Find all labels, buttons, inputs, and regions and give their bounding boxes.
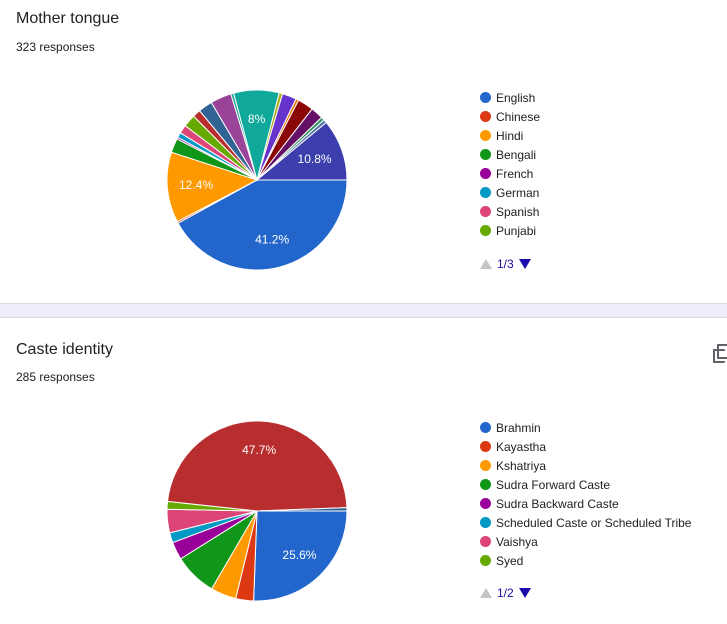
legend-swatch: [480, 111, 491, 122]
legend-swatch: [480, 422, 491, 433]
legend-item: Chinese: [480, 107, 540, 126]
slice-label: 10.8%: [298, 152, 332, 166]
legend-label: Punjabi: [496, 223, 537, 238]
question-card-caste-identity: Caste identity 285 responses Brahmin Kaya…: [0, 318, 727, 624]
legend-item: Kayastha: [480, 437, 691, 456]
legend-label: Hindi: [496, 128, 524, 143]
legend-swatch: [480, 555, 491, 566]
legend-label: Syed: [496, 553, 524, 568]
legend-label: Sudra Backward Caste: [496, 496, 619, 511]
legend-item: Punjabi: [480, 221, 540, 240]
legend-swatch: [480, 441, 491, 452]
legend-label: Chinese: [496, 109, 541, 124]
legend-item: Sudra Forward Caste: [480, 475, 691, 494]
legend-label: Sudra Forward Caste: [496, 477, 611, 492]
slice-label: 47.7%: [242, 443, 276, 457]
legend-item: Kshatriya: [480, 456, 691, 475]
legend-pager: 1/2: [480, 586, 531, 600]
legend-swatch: [480, 460, 491, 471]
slice-label: 25.6%: [282, 548, 316, 562]
pie-slice[interactable]: [256, 507, 348, 512]
legend-item: Syed: [480, 551, 691, 570]
legend-swatch: [480, 149, 491, 160]
legend-swatch: [480, 206, 491, 217]
legend-swatch: [480, 479, 491, 490]
legend-label: Spanish: [496, 204, 540, 219]
pie-slice[interactable]: [253, 510, 348, 602]
pie-chart-caste-identity: 25.6% 47.7%: [166, 420, 348, 602]
section-divider: [0, 303, 727, 318]
question-title: Caste identity: [16, 341, 113, 358]
pie-slice[interactable]: [166, 151, 259, 223]
legend-item: English: [480, 88, 540, 107]
legend-item: Bengali: [480, 145, 540, 164]
legend-label: English: [496, 90, 536, 105]
legend-item: French: [480, 164, 540, 183]
legend-swatch: [480, 92, 491, 103]
legend-label: Brahmin: [496, 420, 541, 435]
slice-label: 8%: [248, 112, 266, 126]
legend-swatch: [480, 168, 491, 179]
legend-label: German: [496, 185, 540, 200]
page-down-icon[interactable]: [518, 259, 531, 269]
legend-item: Vaishya: [480, 532, 691, 551]
legend-label: French: [496, 166, 534, 181]
legend-label: Kshatriya: [496, 458, 547, 473]
page-up-icon[interactable]: [480, 588, 492, 598]
question-card-mother-tongue: Mother tongue 323 responses 41.2% 12.4% 8%…: [0, 0, 727, 303]
legend-item: Hindi: [480, 126, 540, 145]
slice-label: 12.4%: [179, 178, 213, 192]
question-title: Mother tongue: [16, 10, 120, 27]
slice-label: 41.2%: [255, 232, 289, 246]
legend-pager: 1/3: [480, 257, 531, 271]
legend-swatch: [480, 498, 491, 509]
legend-swatch: [480, 187, 491, 198]
legend-item: Sudra Backward Caste: [480, 494, 691, 513]
response-count: 323 responses: [16, 40, 95, 54]
legend-item: Scheduled Caste or Scheduled Tribe: [480, 513, 691, 532]
page-indicator: 1/2: [497, 586, 514, 600]
legend-label: Kayastha: [496, 439, 547, 454]
legend-swatch: [480, 225, 491, 236]
page-up-icon[interactable]: [480, 259, 492, 269]
legend: Brahmin Kayastha Kshatriya Sudra Forward Ca…: [480, 418, 691, 570]
legend-swatch: [480, 517, 491, 528]
pie-chart-mother-tongue: 41.2% 12.4% 8% 10.8%: [166, 89, 348, 271]
legend-swatch: [480, 130, 491, 141]
page-down-icon[interactable]: [518, 588, 531, 598]
legend-item: Brahmin: [480, 418, 691, 437]
page-indicator: 1/3: [497, 257, 514, 271]
pie-slice[interactable]: [255, 121, 348, 181]
response-count: 285 responses: [16, 370, 95, 384]
legend: English Chinese Hindi Bengali French German Sp…: [480, 88, 540, 240]
legend-label: Vaishya: [496, 534, 538, 549]
legend-item: German: [480, 183, 540, 202]
copy-chart-icon[interactable]: [713, 344, 727, 364]
pie-slice[interactable]: [177, 179, 348, 271]
legend-swatch: [480, 536, 491, 547]
legend-label: Scheduled Caste or Scheduled Tribe: [496, 515, 692, 530]
pie-slice[interactable]: [166, 420, 348, 512]
legend-label: Bengali: [496, 147, 537, 162]
legend-item: Spanish: [480, 202, 540, 221]
